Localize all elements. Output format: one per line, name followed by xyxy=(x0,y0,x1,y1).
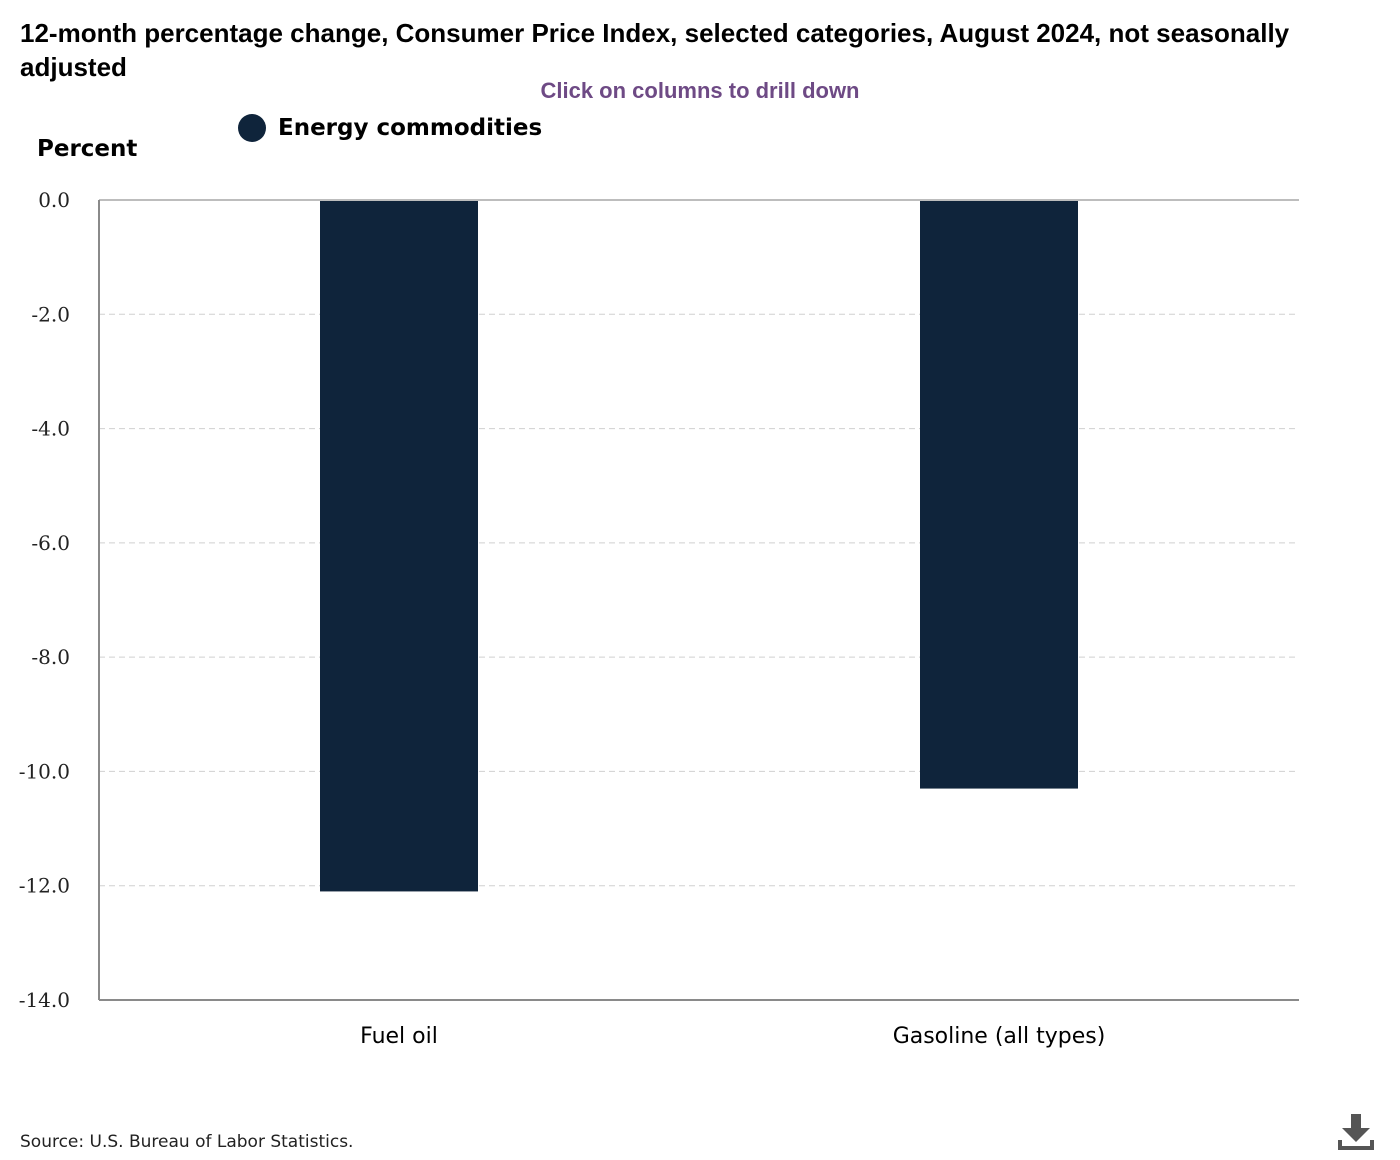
y-tick-label: -4.0 xyxy=(31,417,70,441)
y-tick-label: -14.0 xyxy=(19,988,70,1012)
y-tick-label: 0.0 xyxy=(38,188,70,212)
bar-gasoline-all-types[interactable] xyxy=(920,200,1078,789)
download-icon xyxy=(1338,1114,1374,1150)
x-tick-label: Fuel oil xyxy=(360,1024,438,1049)
gridlines xyxy=(99,313,1299,887)
bar-fuel-oil[interactable] xyxy=(320,200,478,892)
y-axis-label: Percent xyxy=(37,136,138,162)
y-tick-labels: 0.0 -2.0 -4.0 -6.0 -8.0 -10.0 -12.0 -14.0 xyxy=(19,188,70,1012)
legend[interactable]: Energy commodities xyxy=(238,114,542,142)
y-tick-label: -8.0 xyxy=(31,645,70,669)
x-tick-labels: Fuel oil Gasoline (all types) xyxy=(360,1024,1105,1049)
y-tick-label: -6.0 xyxy=(31,531,70,555)
source-note: Source: U.S. Bureau of Labor Statistics. xyxy=(20,1132,354,1152)
axes xyxy=(98,199,1299,1001)
legend-swatch-energy-commodities xyxy=(238,114,266,142)
bars xyxy=(320,200,1078,892)
y-tick-label: -2.0 xyxy=(31,302,70,326)
y-tick-label: -12.0 xyxy=(19,874,70,898)
chart-title: 12-month percentage change, Consumer Pri… xyxy=(20,18,1290,82)
legend-label-energy-commodities: Energy commodities xyxy=(278,115,543,141)
x-tick-label: Gasoline (all types) xyxy=(893,1024,1106,1049)
y-tick-label: -10.0 xyxy=(19,759,70,783)
chart-subtitle: Click on columns to drill down xyxy=(540,78,860,103)
download-button[interactable] xyxy=(1334,1110,1378,1154)
